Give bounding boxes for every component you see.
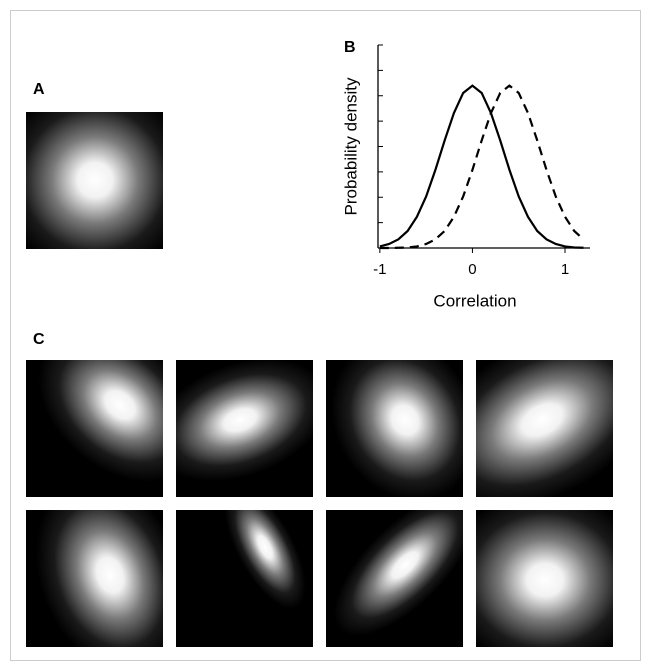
- gaussian-blob: [476, 510, 613, 647]
- gaussian-blob: [35, 510, 163, 647]
- gaussian-image: [476, 510, 613, 647]
- figure-border: [10, 10, 641, 661]
- gaussian-blob: [334, 510, 463, 636]
- gaussian-image: [26, 360, 163, 497]
- gaussian-blob: [38, 360, 163, 482]
- x-tick-label: -1: [373, 261, 386, 278]
- gaussian-blob: [331, 360, 463, 497]
- gaussian-blob: [224, 510, 306, 609]
- gaussian-blob: [26, 112, 163, 249]
- panel-label: B: [344, 39, 356, 56]
- stimulus-images: [26, 112, 613, 647]
- x-tick-label: 0: [468, 261, 476, 278]
- x-axis-label: Correlation: [433, 291, 516, 310]
- x-tick-label: 1: [561, 261, 569, 278]
- panel-label: A: [33, 81, 45, 98]
- gaussian-image: [26, 112, 163, 249]
- gaussian-image: [476, 360, 613, 497]
- gaussian-image: [176, 510, 313, 647]
- density-curve: [379, 84, 585, 250]
- gaussian-image: [176, 360, 313, 497]
- gaussian-image: [326, 510, 463, 647]
- gaussian-blob: [476, 360, 613, 497]
- density-curve: [379, 84, 584, 249]
- panel-label: C: [33, 331, 45, 348]
- y-axis-label: Probability density: [341, 77, 360, 215]
- gaussian-blob: [176, 360, 313, 482]
- gaussian-image: [326, 360, 463, 497]
- gaussian-image: [26, 510, 163, 647]
- chart: -1 0 1 Correlation Probability density: [341, 44, 590, 310]
